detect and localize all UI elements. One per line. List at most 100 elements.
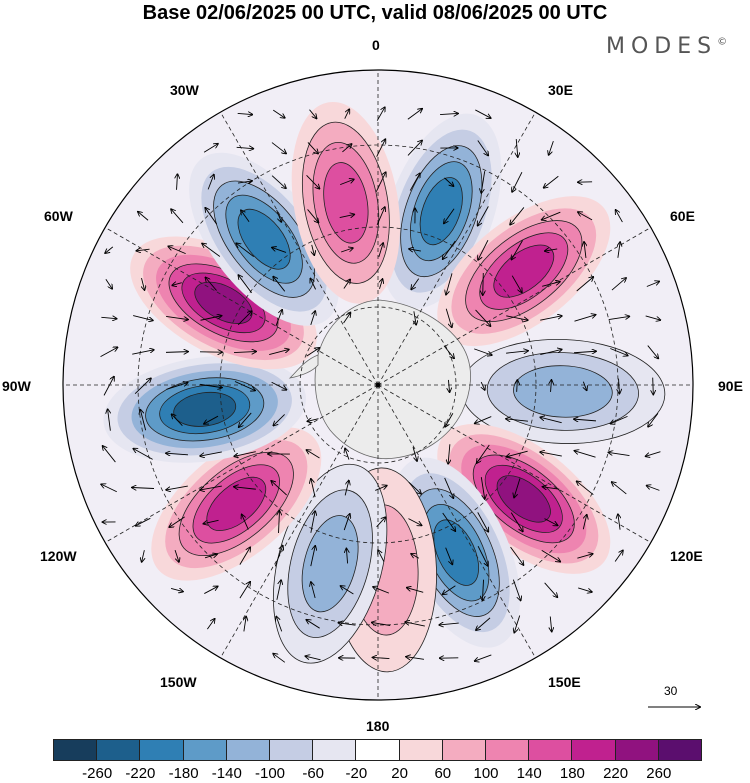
wind-vector [475, 416, 492, 424]
wind-vector [443, 345, 454, 358]
colorbar-tick-label: -140 [211, 765, 242, 782]
wind-vector [411, 554, 420, 559]
modes-logo: MODES© [606, 34, 727, 59]
wind-vector [141, 277, 144, 290]
wind-vector [618, 514, 620, 530]
meridian-line [377, 384, 651, 543]
wind-vector [275, 310, 282, 327]
wind-vector [200, 383, 222, 387]
wind-vector [373, 587, 390, 594]
wind-vector [373, 657, 390, 658]
colorbar-tick-label: -220 [125, 765, 156, 782]
wind-vector [646, 451, 661, 457]
wind-vector [483, 272, 484, 295]
wind-vector [445, 547, 453, 565]
wind-vector [344, 481, 349, 496]
wind-vector [279, 511, 280, 534]
wind-vector [540, 349, 561, 355]
wind-vector [608, 316, 630, 321]
wind-vector [165, 352, 188, 353]
wind-vector [443, 240, 456, 259]
wind-vector [506, 450, 528, 457]
lon-label-90e: 90E [718, 378, 743, 394]
wind-vector [305, 656, 321, 661]
wind-vector [345, 448, 350, 460]
wind-vector [372, 622, 391, 626]
wind-vector [272, 109, 285, 118]
wind-vector [169, 516, 185, 527]
wind-vector [583, 381, 586, 391]
wind-vector [414, 311, 416, 324]
colorbar-box [312, 739, 357, 761]
colorbar-box [139, 739, 184, 761]
wind-vector [276, 580, 281, 600]
positive-anomaly-contour [194, 281, 253, 324]
wind-vector [443, 585, 456, 595]
wind-vector [545, 249, 558, 251]
wind-vector [239, 547, 250, 565]
wind-vector [273, 414, 285, 425]
wind-vector [234, 451, 256, 457]
brand-name: MODES [606, 34, 718, 59]
colorbar-box [657, 739, 703, 761]
wind-vector [574, 419, 597, 421]
wind-vector [609, 452, 630, 457]
wind-vector [512, 579, 520, 601]
wind-vector [407, 141, 422, 156]
wind-vector [174, 549, 179, 562]
colorbar-box [269, 739, 314, 761]
wind-vector [310, 279, 317, 290]
anomaly-field [103, 101, 666, 673]
wind-vector [411, 278, 420, 290]
wind-vector [582, 515, 586, 530]
wind-vector [205, 277, 217, 291]
wind-vector [584, 242, 586, 258]
wind-vector [341, 586, 354, 595]
positive-anomaly-contour [206, 476, 267, 531]
wind-vector [103, 446, 116, 463]
wind-vector [242, 514, 249, 530]
colorbar-box [441, 739, 487, 761]
colorbar-tick-label: 100 [473, 765, 499, 782]
wind-vector [407, 588, 424, 593]
wind-vector [647, 486, 660, 491]
lon-label-30e: 30E [548, 82, 573, 98]
wind-vector [105, 278, 112, 289]
wind-vector [474, 348, 492, 355]
wind-vector [105, 246, 114, 253]
wind-vector [510, 207, 525, 224]
wind-vector [172, 283, 182, 286]
colorbar-tick-label: 60 [434, 765, 452, 782]
wind-vector [271, 175, 286, 189]
wind-vector [344, 109, 350, 119]
wind-vector [511, 275, 522, 293]
wind-vector [376, 107, 385, 121]
negative-anomaly-contour [433, 519, 479, 586]
wind-vector [378, 550, 385, 562]
wind-vector [339, 623, 356, 625]
wind-vector [647, 345, 658, 359]
negative-anomaly-contour [513, 365, 613, 418]
wind-vector [619, 378, 620, 394]
colorbar-tick-label: 180 [559, 765, 585, 782]
wind-vector [203, 144, 218, 153]
wind-vector [168, 246, 186, 255]
wind-vector [409, 173, 420, 191]
colorbar-box [225, 739, 271, 761]
wind-vector [339, 214, 355, 219]
wind-vector [101, 317, 116, 318]
wind-vector [234, 487, 256, 489]
wind-vector [448, 444, 450, 463]
wind-vector [269, 349, 289, 355]
lon-label-120e: 120E [670, 548, 703, 564]
wind-vector [477, 444, 490, 463]
wind-vector [618, 242, 620, 258]
wind-vector [540, 316, 562, 321]
meridian-line [377, 227, 651, 386]
colorbar-tick-label: -60 [302, 765, 325, 782]
wind-vector [204, 586, 217, 594]
wind-vector [273, 277, 286, 292]
wind-vector [446, 273, 453, 294]
lon-label-60w: 60W [44, 208, 73, 224]
colorbar [53, 739, 703, 761]
